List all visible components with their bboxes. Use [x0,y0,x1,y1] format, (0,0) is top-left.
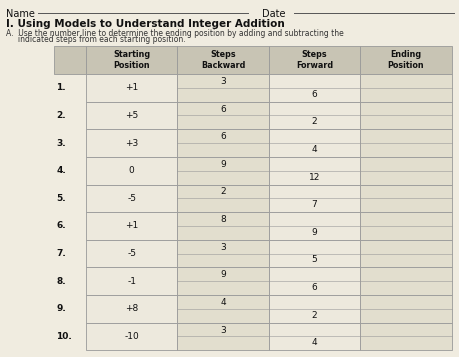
Text: 12: 12 [308,172,319,182]
Bar [86,240,177,267]
Bar [177,102,268,129]
Text: indicated steps from each starting position.: indicated steps from each starting posit… [6,35,185,44]
Text: 3: 3 [220,77,225,86]
Bar [268,129,359,157]
Text: +5: +5 [125,111,138,120]
Text: +3: +3 [125,139,138,147]
Text: 9: 9 [220,270,225,280]
Text: 1.: 1. [56,83,66,92]
Text: 9.: 9. [56,305,66,313]
Bar [86,323,177,350]
Bar [359,46,451,74]
Text: 9: 9 [220,160,225,169]
Bar [177,267,268,295]
Bar [359,267,451,295]
Bar [177,240,268,267]
Bar [359,102,451,129]
Bar [177,157,268,185]
Text: Steps
Backward: Steps Backward [201,50,245,70]
Bar [359,129,451,157]
Bar [359,240,451,267]
Bar [268,240,359,267]
Bar [54,46,86,74]
Text: Steps
Forward: Steps Forward [296,50,332,70]
Text: +1: +1 [125,83,138,92]
Bar [86,157,177,185]
Text: 0: 0 [129,166,134,175]
Bar [177,185,268,212]
Bar [268,157,359,185]
Text: 4.: 4. [56,166,66,175]
Text: I. Using Models to Understand Integer Addition: I. Using Models to Understand Integer Ad… [6,19,284,29]
Bar [177,212,268,240]
Text: 6: 6 [311,283,317,292]
Text: 2: 2 [311,117,317,126]
Text: 7.: 7. [56,249,66,258]
Text: -5: -5 [127,249,136,258]
Bar [86,74,177,102]
Text: 4: 4 [311,338,317,347]
Text: 5: 5 [311,256,317,265]
Text: Ending
Position: Ending Position [387,50,423,70]
Text: 10.: 10. [56,332,72,341]
Bar [86,267,177,295]
Bar [86,46,177,74]
Bar [268,185,359,212]
Text: 4: 4 [220,298,225,307]
Bar [268,212,359,240]
Text: 8: 8 [220,215,225,224]
Text: +8: +8 [125,305,138,313]
Bar [268,323,359,350]
Bar [268,102,359,129]
Bar [86,185,177,212]
Text: 6: 6 [220,105,225,114]
Text: 2.: 2. [56,111,66,120]
Text: 3.: 3. [56,139,66,147]
Bar [86,102,177,129]
Text: 2: 2 [311,311,317,320]
Bar [177,323,268,350]
Bar [268,74,359,102]
Bar [359,212,451,240]
Bar [268,295,359,323]
Text: 3: 3 [220,243,225,252]
Text: Date: Date [262,9,285,19]
Bar [268,267,359,295]
Bar [86,129,177,157]
Text: 6.: 6. [56,221,66,231]
Text: 7: 7 [311,200,317,209]
Bar [177,46,268,74]
Bar [359,323,451,350]
Text: A.  Use the number line to determine the ending position by adding and subtracti: A. Use the number line to determine the … [6,29,343,38]
Text: Starting
Position: Starting Position [113,50,150,70]
Text: -10: -10 [124,332,139,341]
Bar [359,157,451,185]
Bar [177,129,268,157]
Text: +1: +1 [125,221,138,231]
Text: 9: 9 [311,228,317,237]
Text: 6: 6 [220,132,225,141]
Text: Name: Name [6,9,35,19]
Bar [268,46,359,74]
Bar [359,185,451,212]
Text: 2: 2 [220,187,225,196]
Bar [359,74,451,102]
Text: -5: -5 [127,194,136,203]
Bar [177,74,268,102]
Text: 6: 6 [311,90,317,99]
Bar [177,295,268,323]
Text: 3: 3 [220,326,225,335]
Bar [359,295,451,323]
Bar [86,212,177,240]
Bar [86,295,177,323]
Text: 5.: 5. [56,194,66,203]
Text: -1: -1 [127,277,136,286]
Text: 8.: 8. [56,277,66,286]
Text: 4: 4 [311,145,317,154]
